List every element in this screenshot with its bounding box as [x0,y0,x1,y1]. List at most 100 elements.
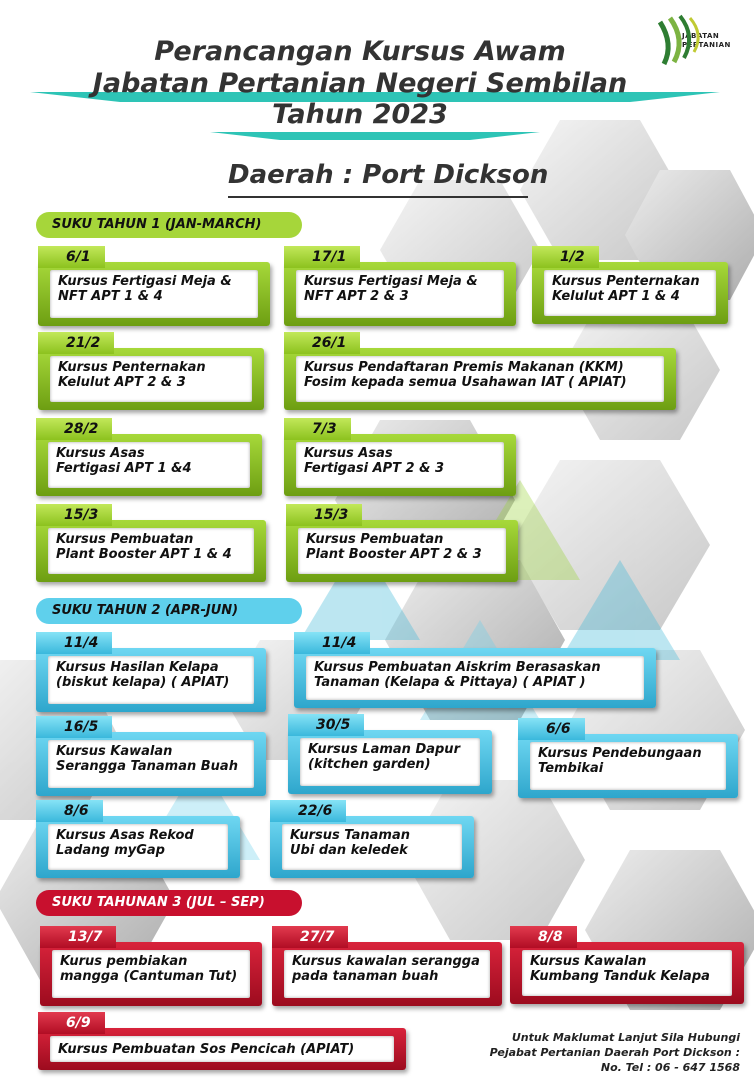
course-title-line1: Kursus Fertigasi Meja & [58,274,232,289]
course-title-line1: Kursus Tanaman [290,828,410,843]
course-card: 30/5 Kursus Laman Dapur (kitchen garden) [288,714,492,794]
contact-phone: No. Tel : 06 - 647 1568 [600,1061,740,1074]
course-title: Kursus Hasilan Kelapa (biskut kelapa) ( A… [48,656,254,704]
course-card: 6/9 Kursus Pembuatan Sos Pencicah (APIAT… [38,1012,406,1070]
course-title: Kursus Pembuatan Sos Pencicah (APIAT) [50,1036,394,1062]
course-title: Kursus Kawalan Serangga Tanaman Buah [48,740,254,788]
course-card: 26/1 Kursus Pendaftaran Premis Makanan (… [284,332,676,410]
course-title-line2: (biskut kelapa) ( APIAT) [56,675,230,690]
course-title: Kursus Asas Rekod Ladang myGap [48,824,228,870]
contact-line2: Pejabat Pertanian Daerah Port Dickson : [489,1046,740,1059]
course-date: 15/3 [286,504,363,526]
course-title-line2: Ubi dan keledek [290,843,408,858]
course-title-line2: Fosim kepada semua Usahawan IAT ( APIAT) [304,375,627,390]
course-card: 7/3 Kursus Asas Fertigasi APT 2 & 3 [284,418,516,496]
course-card: 8/8 Kursus Kawalan Kumbang Tanduk Kelapa [510,926,744,1004]
course-title-line2: Tanaman (Kelapa & Pittaya) ( APIAT ) [314,675,586,690]
course-date: 26/1 [284,332,361,354]
course-title: Kursus Asas Fertigasi APT 1 &4 [48,442,250,488]
course-title-line2: mangga (Cantuman Tut) [60,969,238,984]
course-date: 13/7 [40,926,117,948]
course-card: 11/4 Kursus Hasilan Kelapa (biskut kelapa… [36,632,266,712]
course-card: 16/5 Kursus Kawalan Serangga Tanaman Buah [36,716,266,796]
page-title-line3: Tahun 2023 [272,99,448,130]
course-card: 15/3 Kursus Pembuatan Plant Booster APT 2… [286,504,518,582]
course-title-line2: Fertigasi APT 2 & 3 [304,461,445,476]
course-title-line1: Kursus Pembuatan Sos Pencicah (APIAT) [58,1042,355,1057]
course-card: 17/1 Kursus Fertigasi Meja & NFT APT 2 & … [284,246,516,326]
course-title: Kursus Laman Dapur (kitchen garden) [300,738,480,786]
course-date: 1/2 [532,246,599,268]
course-card: 13/7 Kurus pembiakan mangga (Cantuman Tut… [40,926,262,1006]
course-title-line1: Kursus Pembuatan [56,532,194,547]
course-title-line1: Kursus Penternakan [58,360,206,375]
course-title: Kursus Penternakan Kelulut APT 1 & 4 [544,270,716,316]
course-title: Kursus Asas Fertigasi APT 2 & 3 [296,442,504,488]
course-title-line1: Kursus Asas [56,446,145,461]
course-title-line2: Serangga Tanaman Buah [56,759,238,774]
course-title-line2: Kelulut APT 2 & 3 [58,375,186,390]
course-card: 28/2 Kursus Asas Fertigasi APT 1 &4 [36,418,262,496]
course-title-line2: pada tanaman buah [292,969,439,984]
course-card: 22/6 Kursus Tanaman Ubi dan keledek [270,800,474,878]
course-title-line2: Tembikai [538,761,604,776]
course-card: 1/2 Kursus Penternakan Kelulut APT 1 & 4 [532,246,728,324]
course-date: 11/4 [294,632,371,654]
course-date: 6/6 [518,718,585,740]
course-date: 30/5 [288,714,365,736]
district-underline [228,196,528,198]
course-title-line1: Kursus Pendebungaan [538,746,702,761]
course-title-line1: Kursus Pembuatan Aiskrim Berasaskan [314,660,601,675]
course-date: 27/7 [272,926,349,948]
course-title: Kursus Penternakan Kelulut APT 2 & 3 [50,356,252,402]
course-date: 21/2 [38,332,115,354]
course-date: 6/1 [38,246,105,268]
course-title: Kursus Pembuatan Aiskrim Berasaskan Tanam… [306,656,644,700]
course-title-line2: Fertigasi APT 1 &4 [56,461,192,476]
logo-text-line2: PERTANIAN [682,41,731,49]
page-title-line1: Perancangan Kursus Awam [154,36,566,67]
course-title-line2: NFT APT 2 & 3 [304,289,409,304]
course-date: 7/3 [284,418,351,440]
course-date: 8/8 [510,926,577,948]
course-title-line1: Kurus pembiakan [60,954,188,969]
course-date: 8/6 [36,800,103,822]
logo-text: JABATAN PERTANIAN [682,32,752,50]
course-date: 22/6 [270,800,347,822]
course-title-line2: Kelulut APT 1 & 4 [552,289,680,304]
course-title-line2: Kumbang Tanduk Kelapa [530,969,710,984]
course-title-line2: (kitchen garden) [308,757,431,772]
course-title-line1: Kursus Laman Dapur [308,742,460,757]
quarter-1-heading: SUKU TAHUN 1 (JAN-MARCH) [36,212,302,238]
course-card: 6/1 Kursus Fertigasi Meja & NFT APT 1 & 4 [38,246,270,326]
course-title-line1: Kursus Asas Rekod [56,828,194,843]
course-date: 11/4 [36,632,113,654]
course-title-line2: Plant Booster APT 1 & 4 [56,547,232,562]
course-card: 15/3 Kursus Pembuatan Plant Booster APT 1… [36,504,266,582]
course-card: 11/4 Kursus Pembuatan Aiskrim Berasaskan… [294,632,656,708]
course-title-line1: Kursus Hasilan Kelapa [56,660,219,675]
contact-line1: Untuk Maklumat Lanjut Sila Hubungi [511,1031,740,1044]
jabatan-pertanian-logo-icon [657,14,700,66]
course-title-line2: Plant Booster APT 2 & 3 [306,547,482,562]
course-title-line1: Kursus Penternakan [552,274,700,289]
course-date: 28/2 [36,418,113,440]
logo-text-line1: JABATAN [682,32,720,40]
course-title-line1: Kursus Kawalan [56,744,173,759]
course-title-line1: Kursus Asas [304,446,393,461]
course-date: 15/3 [36,504,113,526]
course-card: 27/7 Kursus kawalan serangga pada tanaman… [272,926,502,1006]
course-date: 6/9 [38,1012,105,1034]
course-title: Kursus kawalan serangga pada tanaman buah [284,950,490,998]
quarter-2-heading: SUKU TAHUN 2 (APR-JUN) [36,598,302,624]
course-title-line1: Kursus Pembuatan [306,532,444,547]
course-date: 16/5 [36,716,113,738]
course-title-line2: Ladang myGap [56,843,165,858]
course-card: 6/6 Kursus Pendebungaan Tembikai [518,718,738,798]
course-title-line2: NFT APT 1 & 4 [58,289,163,304]
page-title-line2: Jabatan Pertanian Negeri Sembilan [92,68,628,99]
course-title-line1: Kursus Kawalan [530,954,647,969]
course-title-line1: Kursus Pendaftaran Premis Makanan (KKM) [304,360,624,375]
course-title: Kurus pembiakan mangga (Cantuman Tut) [52,950,250,998]
course-date: 17/1 [284,246,361,268]
